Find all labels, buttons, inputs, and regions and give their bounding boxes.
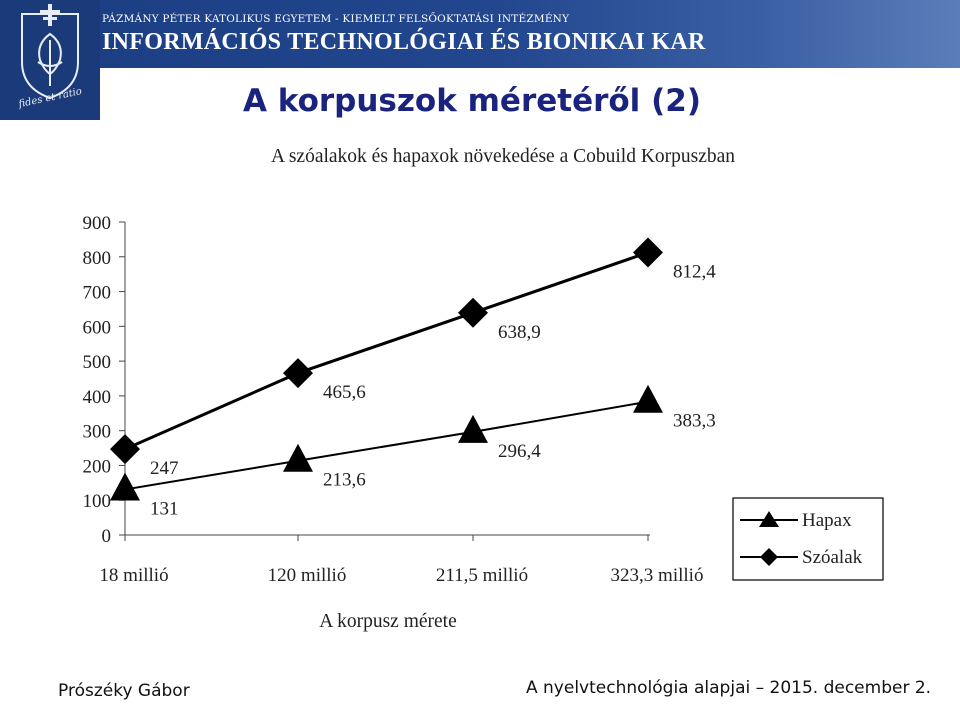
y-tick-label: 0: [102, 526, 112, 547]
data-point-szoalak: [283, 358, 313, 389]
y-tick-label: 600: [83, 317, 112, 338]
x-axis-title: A korpusz mérete: [319, 611, 457, 632]
x-tick-label: 211,5 millió: [436, 565, 528, 586]
data-label-hapax: 296,4: [498, 441, 541, 462]
data-label-szoalak: 812,4: [673, 261, 716, 282]
footer-course: A nyelvtechnológia alapjai – 2015. decem…: [526, 678, 932, 698]
data-point-hapax: [458, 414, 488, 443]
data-label-szoalak: 638,9: [498, 322, 541, 343]
legend: Hapax Szóalak: [732, 497, 884, 581]
footer-author: Prószéky Gábor: [58, 681, 190, 701]
slide-title: A korpuszok méretéről (2): [243, 83, 702, 119]
series-line-szoalak: [124, 251, 649, 451]
y-tick-label: 700: [83, 283, 112, 304]
data-label-hapax: 131: [150, 498, 179, 519]
legend-marker-hapax: [759, 511, 779, 527]
x-tick-label: 120 millió: [268, 565, 347, 586]
university-logo: fides et ratio: [0, 0, 100, 120]
data-label-szoalak: 465,6: [323, 382, 366, 403]
x-tick-label: 323,3 millió: [611, 565, 704, 586]
legend-marker-szoalak: [760, 548, 778, 566]
data-point-szoalak: [458, 297, 488, 328]
y-tick-label: 100: [83, 491, 112, 512]
header-banner: PÁZMÁNY PÉTER KATOLIKUS EGYETEM - KIEMEL…: [0, 0, 960, 68]
y-tick-label: 800: [83, 248, 112, 269]
series-line-hapax: [124, 400, 649, 491]
y-tick-label: 500: [83, 352, 112, 373]
y-tick-label: 400: [83, 387, 112, 408]
chart-title: A szóalakok és hapaxok növekedése a Cobu…: [271, 146, 735, 167]
y-tick-label: 900: [83, 213, 112, 234]
y-tick-label: 300: [83, 422, 112, 443]
legend-label-hapax: Hapax: [802, 510, 852, 531]
data-point-szoalak: [110, 434, 140, 465]
data-label-szoalak: 247: [150, 458, 179, 479]
data-label-hapax: 383,3: [673, 411, 716, 432]
crest-icon: [21, 4, 79, 100]
y-tick-label: 200: [83, 456, 112, 477]
legend-label-szoalak: Szóalak: [802, 547, 863, 568]
university-name: PÁZMÁNY PÉTER KATOLIKUS EGYETEM - KIEMEL…: [102, 13, 570, 25]
data-point-szoalak: [633, 237, 663, 268]
data-point-hapax: [110, 472, 140, 501]
legend-box: [732, 497, 884, 581]
data-label-hapax: 213,6: [323, 470, 366, 491]
x-tick-label: 18 millió: [99, 565, 168, 586]
faculty-name: INFORMÁCIÓS TECHNOLÓGIAI ÉS BIONIKAI KAR: [102, 29, 706, 55]
data-point-hapax: [633, 384, 663, 413]
data-point-hapax: [283, 443, 313, 472]
